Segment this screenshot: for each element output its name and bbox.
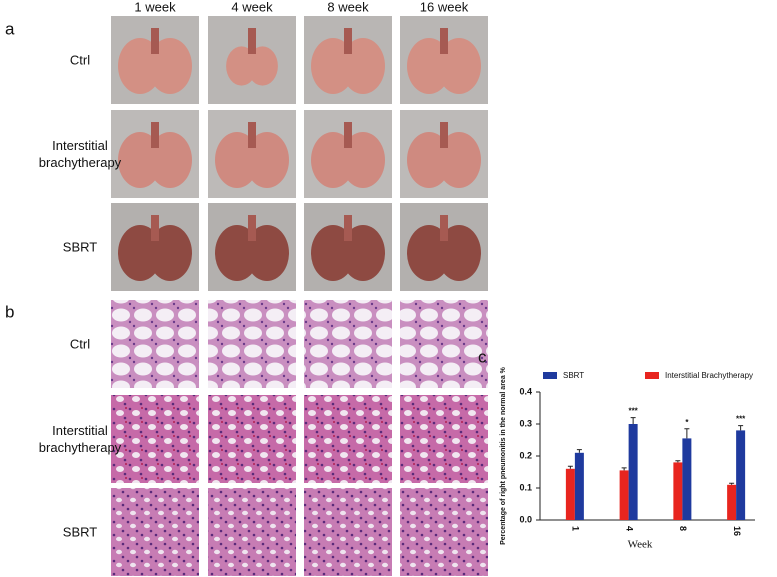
histology-image (208, 488, 296, 576)
bar-chart: 0.0 0.1 0.2 0.3 0.4 Percentage of right pneum… (500, 366, 755, 551)
histology-image (304, 395, 392, 483)
row-label: Ctrl (69, 336, 91, 352)
histology-image (400, 300, 488, 388)
error-bar (738, 425, 744, 431)
histology-image (304, 300, 392, 388)
row-label: Interstitial brachytherapy (38, 423, 122, 455)
trachea (440, 28, 448, 54)
trachea (151, 28, 159, 54)
trachea (344, 215, 352, 241)
error-bar (729, 482, 735, 485)
row-label: SBRT (62, 524, 98, 540)
row-label: SBRT (62, 239, 98, 255)
lung-right-lobe (247, 46, 278, 86)
panel-label: b (5, 302, 14, 321)
histology-image (111, 300, 199, 388)
significance-label: *** (628, 407, 638, 416)
histology-image (111, 395, 199, 483)
x-tick-label: 8 (678, 526, 688, 531)
histology-image (304, 488, 392, 576)
histology-image (208, 300, 296, 388)
histology-image (208, 395, 296, 483)
trachea (151, 122, 159, 148)
trachea (151, 215, 159, 241)
legend-swatch (645, 372, 659, 379)
row-label: Ctrl (69, 52, 91, 68)
histology-image (400, 395, 488, 483)
trachea (248, 28, 256, 54)
bar (574, 452, 584, 520)
error-bar (576, 449, 582, 453)
significance-label: * (685, 418, 689, 427)
significance-label: *** (736, 415, 746, 424)
bar (682, 438, 692, 520)
bar (673, 462, 683, 520)
bar (628, 424, 638, 520)
column-header: 4 week (231, 0, 273, 14)
trachea (440, 122, 448, 148)
histology-image (400, 488, 488, 576)
x-tick-label: 16 (732, 526, 742, 536)
error-bar (684, 428, 690, 439)
error-bar (675, 460, 681, 463)
trachea (440, 215, 448, 241)
column-header: 8 week (327, 0, 369, 14)
y-axis-label: Percentage of right pneumonitis in the n… (500, 366, 507, 545)
column-header: 1 week (134, 0, 176, 14)
trachea (344, 122, 352, 148)
bar (736, 430, 746, 520)
error-bar (621, 467, 627, 471)
panel-label: a (5, 19, 15, 38)
error-bar (567, 465, 573, 469)
x-tick-label: 1 (571, 526, 581, 531)
y-tick-label: 0.0 (519, 514, 532, 524)
trachea (344, 28, 352, 54)
x-tick-label: 4 (624, 526, 634, 531)
error-bar (630, 417, 636, 424)
trachea (248, 122, 256, 148)
bar (565, 468, 575, 520)
bar (727, 484, 737, 520)
bar (619, 470, 629, 520)
x-axis-label: Week (628, 539, 653, 551)
column-header: 16 week (420, 0, 469, 14)
histology-image (111, 488, 199, 576)
panel-label: c (478, 347, 487, 366)
y-tick-label: 0.1 (519, 482, 532, 492)
y-tick-label: 0.3 (519, 418, 532, 428)
row-label: Interstitial brachytherapy (38, 138, 122, 170)
legend-label: SBRT (563, 371, 584, 380)
legend-swatch (543, 372, 557, 379)
y-tick-label: 0.4 (519, 386, 532, 396)
trachea (248, 215, 256, 241)
y-tick-label: 0.2 (519, 450, 532, 460)
legend-label: Interstitial Brachytherapy (665, 371, 753, 380)
photo-grid (111, 16, 488, 576)
